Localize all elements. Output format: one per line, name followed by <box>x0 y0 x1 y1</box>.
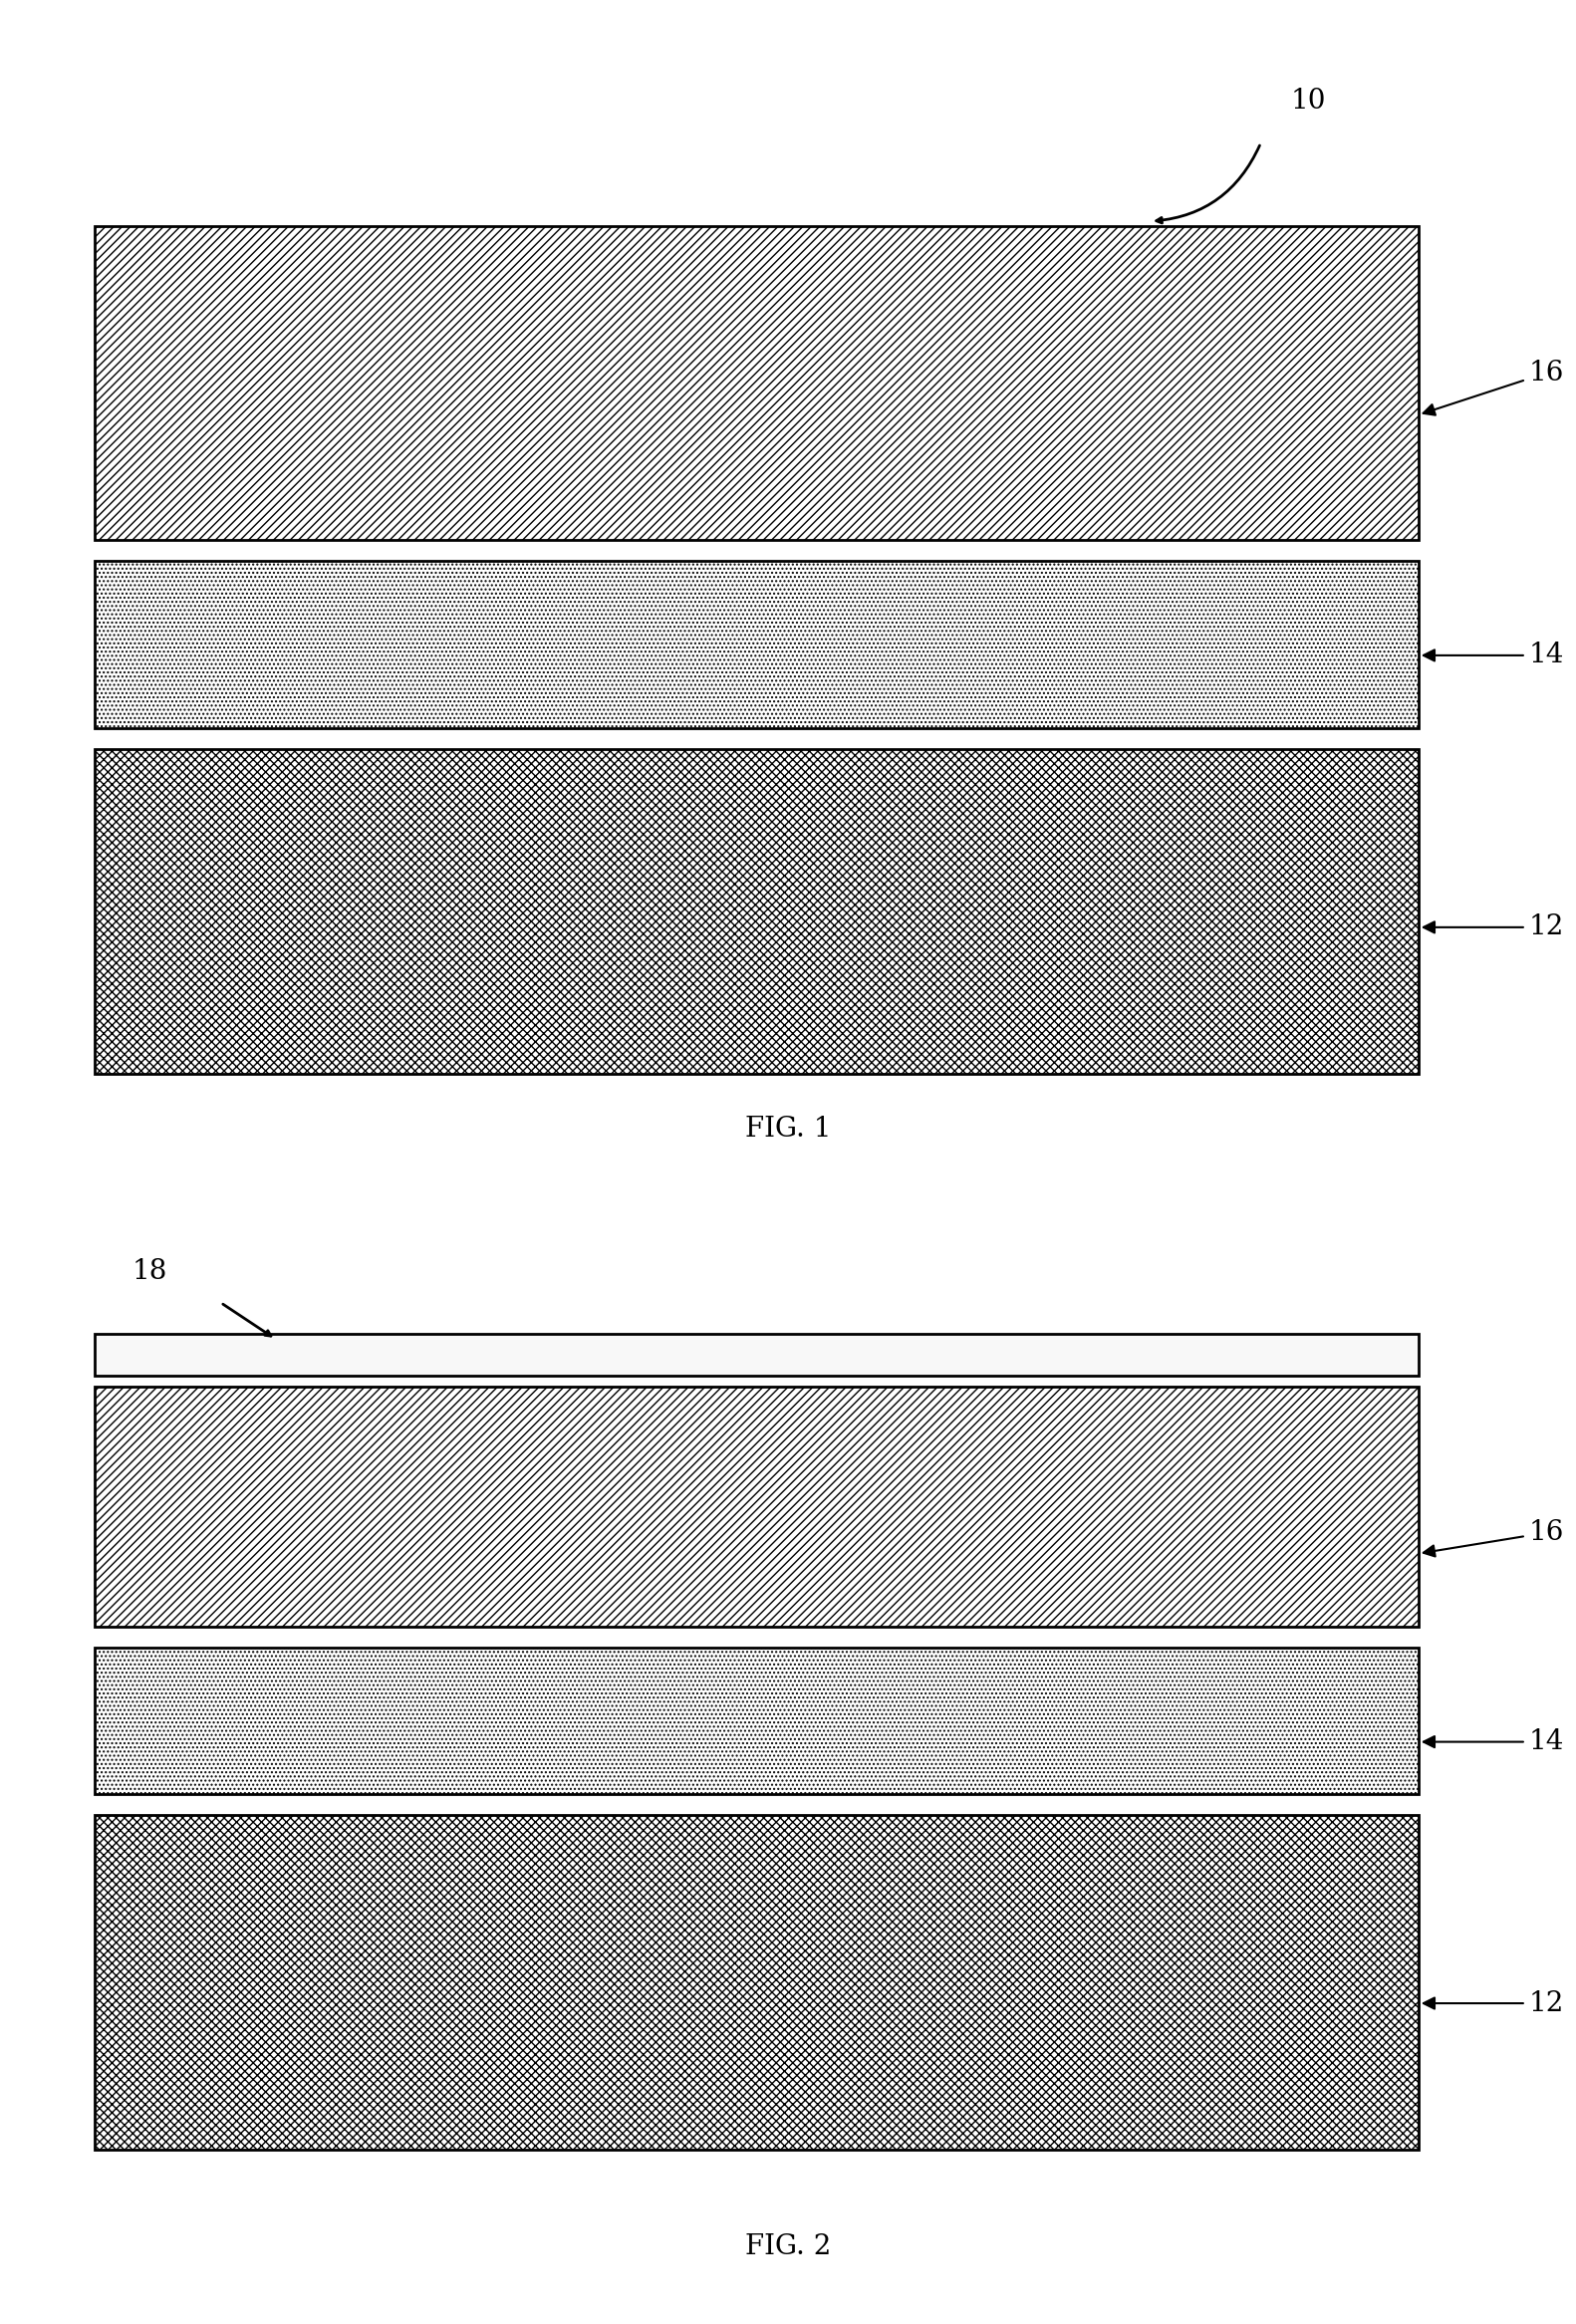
Text: 18: 18 <box>132 1257 167 1285</box>
Bar <box>95 1334 1418 1376</box>
Text: 16: 16 <box>1423 360 1563 416</box>
Bar <box>95 751 1418 1074</box>
Bar <box>95 1385 1418 1627</box>
Text: 12: 12 <box>1423 1989 1563 2017</box>
Text: 14: 14 <box>1423 1729 1563 1755</box>
Bar <box>95 1815 1418 2150</box>
Bar <box>95 228 1418 541</box>
Text: 12: 12 <box>1423 913 1563 941</box>
Bar <box>95 1648 1418 1794</box>
Text: FIG. 2: FIG. 2 <box>745 2233 831 2261</box>
Text: 10: 10 <box>1291 88 1325 114</box>
Bar <box>95 562 1418 730</box>
Text: 14: 14 <box>1423 641 1563 669</box>
Text: FIG. 1: FIG. 1 <box>745 1116 831 1143</box>
Text: 16: 16 <box>1423 1520 1563 1557</box>
